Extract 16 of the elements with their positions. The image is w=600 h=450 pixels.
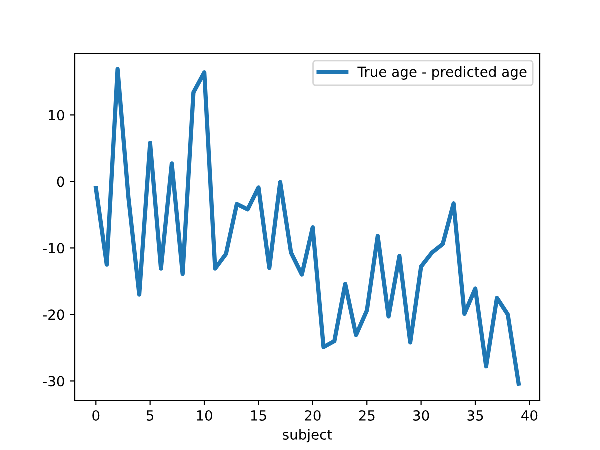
x-tick-label: 25 (359, 410, 375, 421)
y-tick-label: -10 (43, 243, 64, 254)
x-tick-label: 30 (414, 410, 430, 421)
x-tick-label: 20 (305, 410, 321, 421)
y-tick-label: 10 (49, 110, 64, 121)
x-tick-label: 0 (92, 410, 100, 421)
y-tick-label: -20 (43, 310, 64, 320)
legend-label: True age - predicted age (358, 66, 527, 80)
x-tick-label: 15 (251, 410, 266, 421)
x-axis-title: subject (283, 429, 332, 443)
x-tick-label: 35 (468, 410, 484, 421)
y-tick-label: 0 (57, 176, 64, 188)
x-tick-label: 10 (197, 410, 212, 421)
x-tick-label: 5 (146, 410, 154, 421)
x-tick-label: 40 (522, 410, 538, 421)
y-tick-label: -30 (43, 376, 64, 387)
